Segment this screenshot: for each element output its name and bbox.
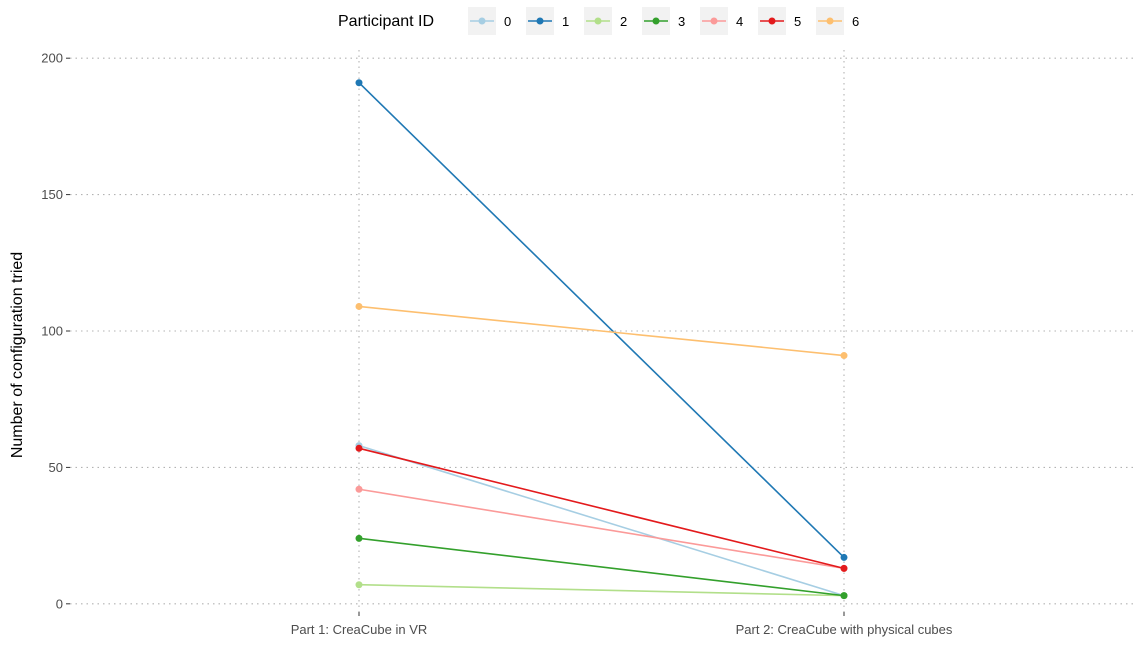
data-point (355, 79, 363, 87)
x-tick-label: Part 1: CreaCube in VR (291, 622, 428, 637)
x-tick-label: Part 2: CreaCube with physical cubes (736, 622, 953, 637)
legend-title: Participant ID (338, 13, 434, 30)
legend-label: 1 (562, 14, 569, 29)
legend-key-point (478, 17, 486, 25)
data-point (355, 485, 363, 493)
legend-item-6: 6 (816, 7, 859, 35)
series-line (358, 305, 845, 357)
data-point (355, 534, 363, 542)
grid-layer (70, 50, 1133, 612)
legend-key-point (536, 17, 544, 25)
y-axis-title: Number of configuration tried (9, 252, 26, 458)
y-tick-label: 0 (56, 596, 63, 611)
data-point (840, 553, 848, 561)
axis-layer: 0 50 100 150 200 Part 1: CreaCube in VR Part 2… (41, 51, 953, 637)
series-line (358, 447, 845, 570)
legend-key-point (768, 17, 776, 25)
series-line (358, 488, 845, 570)
legend-key-point (710, 17, 718, 25)
legend-key-point (826, 17, 834, 25)
legend-item-1: 1 (526, 7, 569, 35)
legend-item-4: 4 (700, 7, 743, 35)
series-4 (355, 485, 848, 572)
data-point (840, 564, 848, 572)
series-layer (355, 79, 848, 600)
legend: Participant ID 0 1 2 3 4 5 6 (338, 7, 859, 35)
data-point (840, 592, 848, 600)
data-point (355, 581, 363, 589)
legend-key-point (594, 17, 602, 25)
legend-label: 5 (794, 14, 801, 29)
series-6 (355, 302, 848, 360)
series-3 (355, 534, 848, 600)
y-tick-label: 200 (41, 51, 63, 66)
legend-item-2: 2 (584, 7, 627, 35)
series-line (358, 444, 845, 597)
legend-label: 2 (620, 14, 627, 29)
legend-item-5: 5 (758, 7, 801, 35)
series-5 (355, 444, 848, 572)
legend-item-3: 3 (642, 7, 685, 35)
legend-label: 3 (678, 14, 685, 29)
data-point (355, 444, 363, 452)
legend-item-0: 0 (468, 7, 511, 35)
y-tick-label: 100 (41, 324, 63, 339)
y-tick-label: 50 (49, 460, 63, 475)
legend-label: 4 (736, 14, 743, 29)
legend-label: 6 (852, 14, 859, 29)
data-point (355, 302, 363, 310)
series-line (358, 82, 845, 559)
legend-key-point (652, 17, 660, 25)
series-line (358, 583, 845, 597)
y-tick-label: 150 (41, 187, 63, 202)
series-1 (355, 79, 848, 561)
series-line (358, 537, 845, 597)
legend-label: 0 (504, 14, 511, 29)
data-point (840, 352, 848, 360)
series-2 (355, 581, 848, 600)
